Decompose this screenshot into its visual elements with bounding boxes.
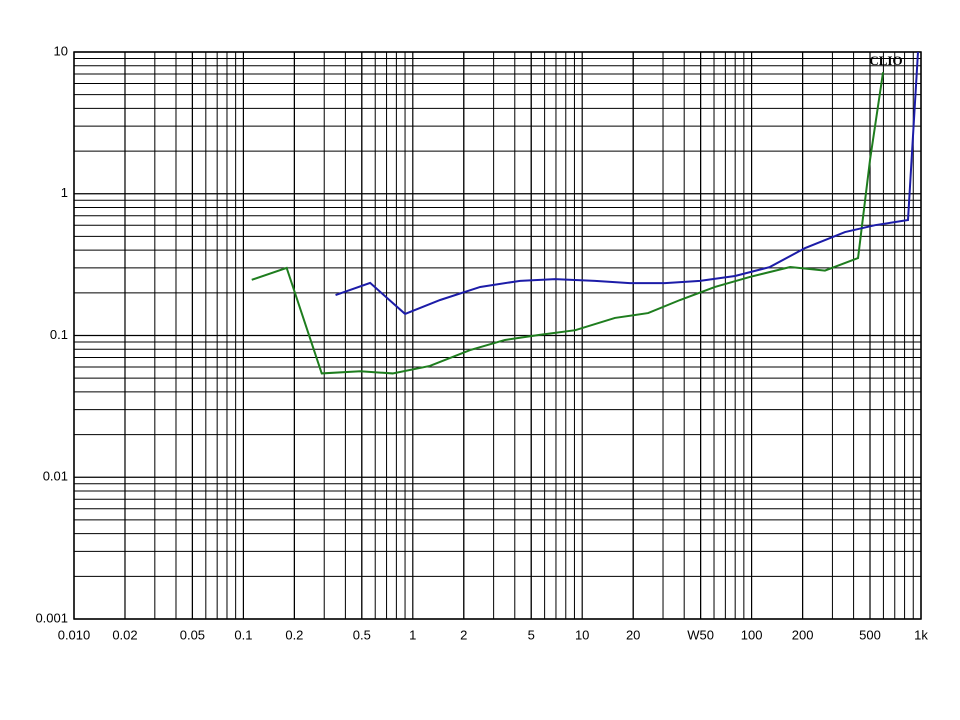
x-tick-label: 1k: [914, 627, 928, 642]
x-tick-label: 100: [741, 627, 763, 642]
y-tick-label: 10: [54, 43, 68, 58]
series-line: [335, 51, 919, 316]
x-tick-label: 1: [409, 627, 416, 642]
x-tick-label: 0.02: [112, 627, 137, 642]
x-tick-label: 2: [460, 627, 467, 642]
x-tick-label: 0.2: [285, 627, 303, 642]
x-tick-label: 20: [626, 627, 640, 642]
y-tick-label: 0.001: [35, 610, 68, 625]
x-tick-label: 0.05: [180, 627, 205, 642]
x-tick-label: 10: [575, 627, 589, 642]
y-tick-label: 0.01: [43, 469, 68, 484]
series-line: [251, 72, 885, 375]
annotation: CLIO: [869, 53, 902, 68]
x-tick-label: 0.1: [234, 627, 252, 642]
x-tick-label: W50: [687, 627, 714, 642]
x-tick-label: 200: [792, 627, 814, 642]
x-tick-label: 500: [859, 627, 881, 642]
y-tick-label: 0.1: [50, 327, 68, 342]
x-tick-label: 5: [528, 627, 535, 642]
x-tick-label: 0.5: [353, 627, 371, 642]
plot-border: [73, 51, 922, 620]
x-tick-label: 0.010: [58, 627, 91, 642]
y-tick-label: 1: [61, 185, 68, 200]
